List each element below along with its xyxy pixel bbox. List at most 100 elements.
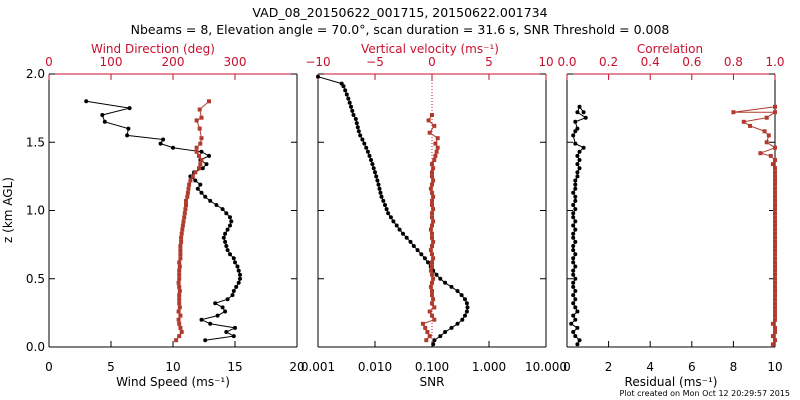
- panel-2-series-red-point: [427, 334, 432, 339]
- panel-2-series-black-point: [443, 280, 448, 285]
- panel-3-series-black-point: [573, 141, 578, 146]
- panel-2-series-black-point: [360, 137, 365, 142]
- panel-1-series-red-point: [181, 219, 186, 224]
- y-tick-label: 1.5: [26, 135, 45, 149]
- panel-3-series-red-point: [762, 129, 767, 134]
- panel-2-series-red-point: [428, 227, 433, 232]
- panel-3-series-red-point: [773, 186, 777, 191]
- panel-1-series-red-point: [185, 194, 190, 199]
- panel-2-x-top-tick-label: −10: [305, 55, 330, 69]
- panel-3-series-black-point: [573, 334, 578, 339]
- panel-3-x-top-tick-label: 0.0: [557, 55, 576, 69]
- panel-1-x-top-label: Wind Direction (deg): [91, 42, 215, 56]
- panel-3-series-red-point: [773, 325, 777, 330]
- panel-2-series-red-point: [432, 305, 437, 310]
- panel-2-series-black-point: [408, 239, 413, 244]
- panel-3-series-black-point: [571, 190, 576, 195]
- panel-1-series-red-point: [193, 170, 198, 175]
- panel-2-series-red-point: [432, 123, 437, 128]
- panel-3-x-bottom-tick-label: 8: [730, 360, 738, 374]
- panel-3-x-top-tick-label: 0.4: [641, 55, 660, 69]
- panel-1-series-black-point: [235, 264, 240, 269]
- panel-1-series-red-point: [194, 118, 199, 123]
- panel-3-series-black-point: [573, 227, 578, 232]
- panel-3-series-black-point: [575, 325, 580, 330]
- panel-3-series-black-point: [571, 256, 576, 261]
- panel-3-series-red-point: [773, 145, 777, 150]
- panel-2-series-red-point: [431, 207, 436, 212]
- panel-3-series-red-point: [773, 166, 777, 171]
- panel-1-series-black-point: [225, 227, 230, 232]
- panel-2-series-red-point: [430, 215, 434, 220]
- panel-3-series-black-point: [575, 174, 580, 179]
- panel-2-series-black-point: [353, 117, 358, 121]
- y-axis-label: z (km AGL): [1, 177, 15, 243]
- panel-3-series-black-point: [573, 207, 578, 212]
- panel-3-series-red-point: [764, 140, 769, 145]
- panel-1-series-red-point: [177, 293, 182, 298]
- panel-2-series-red-point: [430, 272, 434, 277]
- panel-3-series-black-point: [577, 104, 582, 109]
- panel-3-series-red-point: [773, 190, 777, 195]
- panel-2-series-red-point: [430, 260, 434, 265]
- panel-3-series-red-point: [773, 338, 777, 343]
- panel-3-series-black-point: [571, 284, 576, 289]
- panel-1-series-red-point: [179, 330, 184, 334]
- panel-3-series-black-point: [571, 280, 576, 285]
- panel-2-series-black-point: [386, 211, 391, 216]
- panel-1-series-red-point: [177, 289, 182, 293]
- panel-2-series-red-point: [430, 223, 434, 228]
- panel-2-series-black-point: [455, 289, 460, 293]
- panel-1-series-black-point: [223, 231, 228, 236]
- panel-2-series-red-point: [427, 309, 432, 314]
- panel-1-series-red-point: [188, 178, 193, 183]
- panel-3-series-black-point: [573, 194, 578, 199]
- panel-3-x-top-tick-label: 0.8: [724, 55, 743, 69]
- panel-2-series-black-point: [438, 334, 443, 339]
- panel-2-series-black-point: [347, 100, 352, 105]
- panel-3-x-bottom-tick-label: 0: [563, 360, 571, 374]
- panel-1-series-red-point: [197, 107, 202, 112]
- panel-2-series-red-point: [431, 276, 436, 281]
- panel-3-series-red-point: [768, 153, 773, 158]
- panel-2-series-red-point: [432, 158, 437, 162]
- panel-1-x-top-tick-label: 300: [224, 55, 247, 69]
- panel-1-series-red-point: [197, 166, 201, 171]
- panel-3-series-red-point: [770, 162, 775, 167]
- panel-3-series-red-point: [773, 231, 777, 236]
- panel-3-x-bottom-tick-label: 10: [767, 360, 782, 374]
- panel-2-series-black-point: [388, 215, 393, 220]
- panel-3-series-black-point: [575, 170, 580, 175]
- panel-2-series-black-point: [431, 342, 436, 347]
- panel-1-series-black-point: [223, 309, 228, 314]
- panel-2-series-red-point: [433, 141, 438, 146]
- panel-1-series-red-point: [179, 231, 184, 236]
- panel-2-series-red-point: [430, 252, 434, 257]
- panel-2-series-red-point: [428, 268, 433, 273]
- panel-3-series-red-point: [770, 321, 775, 326]
- panel-2-series-black-point: [358, 133, 363, 138]
- panel-3-x-bottom-tick-label: 4: [646, 360, 654, 374]
- panel-1-series-black-point: [171, 145, 175, 150]
- panel-2-series-black-point: [455, 321, 460, 326]
- panel-3-series-black-point: [577, 149, 582, 154]
- panel-2-series-black-point: [355, 125, 360, 130]
- panel-2-series-red-point: [430, 313, 434, 318]
- panel-1-series-black-point: [200, 166, 205, 171]
- panel-2-series-black-point: [397, 227, 402, 232]
- panel-3-series-red-point: [773, 170, 777, 175]
- panel-3-series-red-point: [773, 235, 777, 240]
- panel-2-series-red-point: [435, 136, 440, 141]
- panel-1-series-red-point: [184, 198, 188, 203]
- panel-1-series-black-point: [207, 153, 211, 158]
- panel-1-series-black-point: [225, 248, 230, 253]
- panel-3-series-red-point: [773, 293, 777, 298]
- panel-3-series-black-point: [573, 219, 578, 224]
- panel-1-series-black-point: [234, 284, 239, 289]
- panel-1-series-black-point: [231, 256, 236, 261]
- panel-1-series-red-point: [178, 252, 183, 257]
- panel-1-x-bottom-tick-label: 20: [289, 360, 304, 374]
- panel-1-series-red-point: [199, 158, 204, 162]
- panel-2-x-bottom-tick-label: 10.000: [525, 360, 567, 374]
- panel-2-series-black-point: [364, 145, 369, 150]
